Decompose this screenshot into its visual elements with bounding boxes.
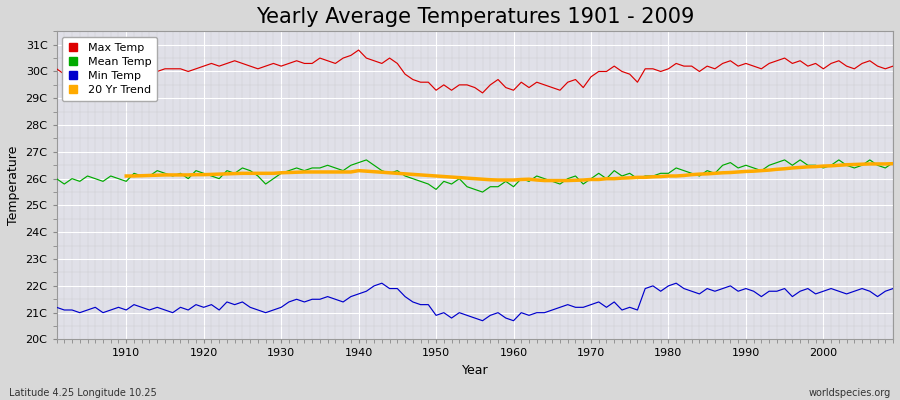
Y-axis label: Temperature: Temperature — [7, 146, 20, 225]
Text: worldspecies.org: worldspecies.org — [809, 388, 891, 398]
X-axis label: Year: Year — [462, 364, 488, 377]
Text: Latitude 4.25 Longitude 10.25: Latitude 4.25 Longitude 10.25 — [9, 388, 157, 398]
Legend: Max Temp, Mean Temp, Min Temp, 20 Yr Trend: Max Temp, Mean Temp, Min Temp, 20 Yr Tre… — [62, 37, 157, 101]
Title: Yearly Average Temperatures 1901 - 2009: Yearly Average Temperatures 1901 - 2009 — [256, 7, 694, 27]
